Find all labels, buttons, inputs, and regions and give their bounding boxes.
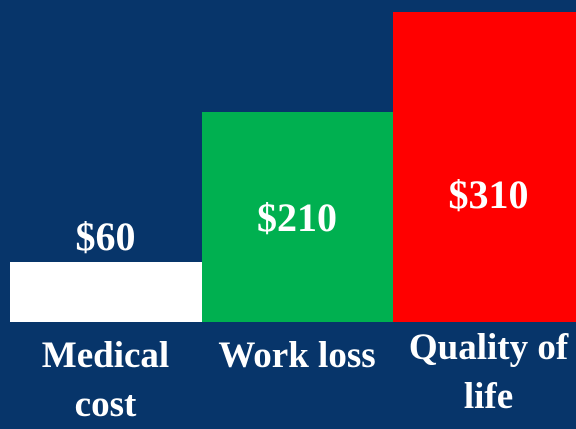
bar [201,112,393,322]
category-label: Work loss [202,331,393,380]
bar [10,262,202,322]
value-label: $310 [448,172,529,217]
category-text: Work loss [218,335,376,376]
category-label: Quality of life [393,323,576,421]
value-label: $60 [75,214,136,259]
value-label: $210 [257,195,337,240]
category-text: Medical cost [41,335,170,425]
category-label: Medical cost [10,331,201,429]
bar [393,12,576,322]
category-text: Quality of life [408,327,569,417]
